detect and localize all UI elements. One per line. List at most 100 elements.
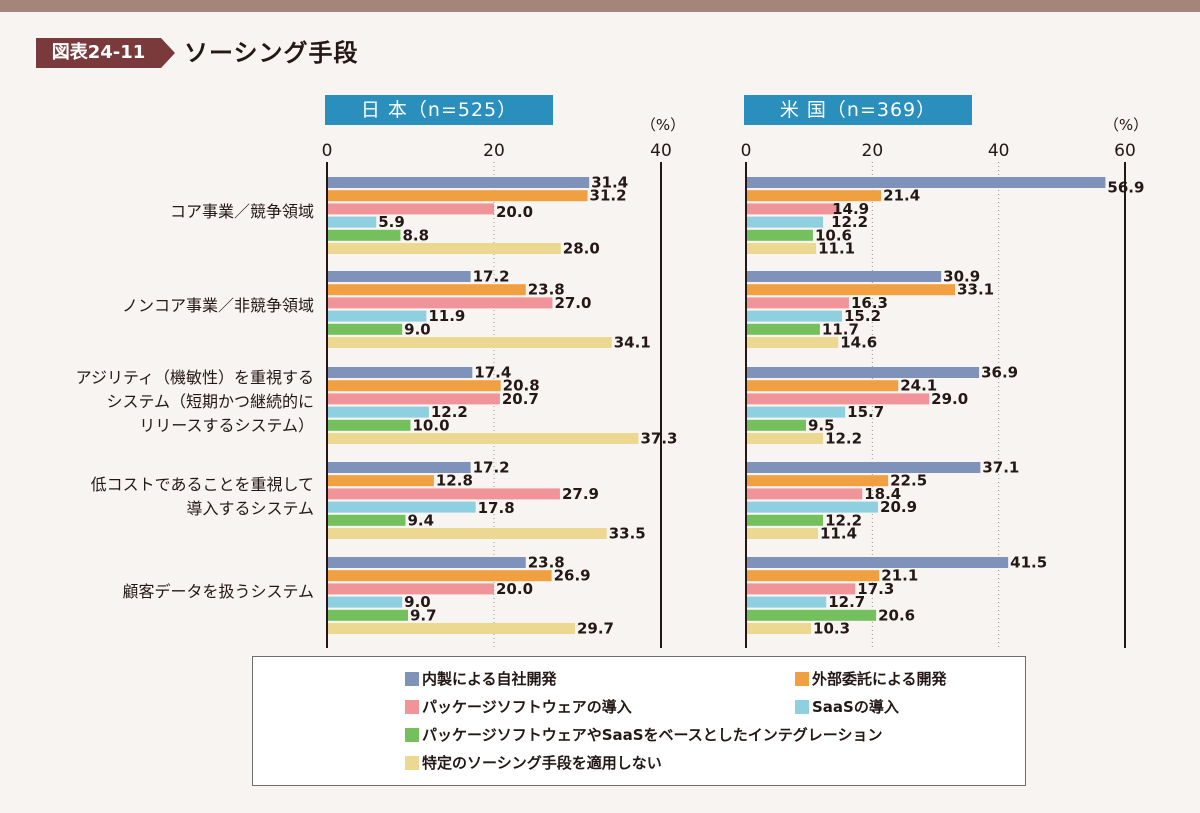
japan-value-label: 17.2 [473,268,510,286]
japan-bar [327,310,427,322]
japan-value-label: 17.8 [478,499,515,517]
japan-value-label: 20.7 [502,390,539,408]
category-label-line: システム（短期かつ継続的に [106,392,314,411]
figure-label: 図表24-11 [36,38,161,68]
japan-bar [327,190,588,202]
japan-value-label: 12.8 [436,472,473,490]
japan-value-label: 5.9 [378,213,405,231]
japan-bar [327,216,377,228]
us-bar [746,190,882,202]
us-value-label: 11.1 [818,240,855,258]
japan-bar [327,393,500,405]
us-bar [746,475,889,487]
japan-value-label: 27.9 [562,485,599,503]
us-value-label: 12.2 [825,511,862,529]
us-value-label: 37.1 [982,459,1019,477]
japan-value-label: 26.9 [554,567,591,585]
us-bar [746,528,819,539]
japan-value-label: 34.1 [614,334,651,352]
us-bar [746,229,813,241]
us-value-label: 21.1 [881,567,918,585]
japan-bar [327,433,639,444]
us-value-label: 20.6 [878,606,915,624]
japan-bar [327,570,552,582]
japan-bar [327,203,494,215]
japan-value-label: 9.4 [407,511,434,529]
us-value-label: 17.3 [857,580,894,598]
us-value-label: 33.1 [957,281,994,299]
us-tick-label: 40 [988,141,1010,161]
legend-item: 特定のソーシング手段を適用しない [405,753,662,773]
japan-bar [327,406,429,418]
us-value-label: 29.0 [931,390,968,408]
us-bar [746,297,849,309]
us-bar [746,216,824,228]
japan-bar [327,271,471,282]
japan-value-label: 9.0 [404,593,431,611]
legend-swatch [405,728,419,742]
japan-value-label: 20.8 [503,377,540,395]
japan-value-label: 17.4 [474,364,511,382]
japan-bar [327,323,403,335]
us-bar [746,337,839,348]
legend-swatch [795,700,809,714]
us-bar [746,380,899,392]
us-bar [746,323,820,335]
us-value-label: 24.1 [900,377,937,395]
japan-bar [327,229,401,241]
japan-bar [327,297,553,309]
us-bar [746,609,877,621]
us-value-label: 12.2 [831,213,868,231]
japan-value-label: 37.3 [640,430,677,448]
japan-bar [327,488,560,500]
us-bar [746,367,980,378]
us-bar [746,501,879,513]
japan-value-label: 20.0 [496,203,533,221]
legend-swatch [405,700,419,714]
legend-item: 内製による自社開発 [405,669,557,689]
us-bar [746,284,956,296]
legend-label: パッケージソフトウェアやSaaSをベースとしたインテグレーション [422,726,883,744]
figure-label-arrow [161,38,175,68]
japan-bar [327,557,526,568]
japan-tick-label: 20 [483,141,505,161]
category-label-line: リリースするシステム） [139,416,314,435]
japan-bar [327,514,406,526]
us-bar [746,514,824,526]
us-value-label: 21.4 [883,187,920,205]
japan-value-label: 31.2 [590,187,627,205]
legend-swatch [405,672,419,686]
japan-bar [327,337,612,348]
japan-bar [327,367,473,378]
top-accent-bar [0,0,1200,12]
legend-item: SaaSの導入 [795,697,899,717]
us-value-label: 20.9 [880,498,917,516]
japan-tick-label: 0 [322,141,333,161]
us-value-label: 14.9 [832,200,869,218]
us-tick-label: 20 [862,141,884,161]
us-bar [746,406,846,418]
japan-value-label: 9.0 [404,320,431,338]
category-label: 低コストであることを重視して導入するシステム [91,475,314,518]
us-value-label: 15.7 [847,403,884,421]
japan-bar [327,528,607,539]
japan-value-label: 11.9 [428,307,465,325]
japan-value-label: 31.4 [591,174,628,192]
legend-label: パッケージソフトウェアの導入 [422,698,632,716]
japan-bar [327,177,590,188]
japan-value-label: 23.8 [528,554,565,572]
legend-item: パッケージソフトウェアの導入 [405,697,632,717]
us-value-label: 41.5 [1010,554,1047,572]
us-bar [746,393,930,405]
japan-value-label: 8.8 [402,226,429,244]
us-value-label: 11.7 [822,320,859,338]
legend-swatch [795,672,809,686]
page-title: ソーシング手段 [184,39,359,67]
japan-unit-label: （%） [641,116,685,134]
japan-value-label: 17.2 [473,459,510,477]
us-bar [746,557,1009,568]
legend-swatch [405,756,419,770]
us-bar [746,419,807,431]
legend-label: SaaSの導入 [812,698,899,716]
legend-item: 外部委託による開発 [795,669,947,689]
